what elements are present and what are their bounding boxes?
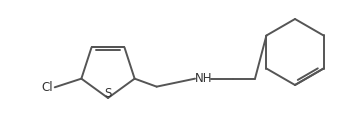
Text: Cl: Cl <box>41 81 53 94</box>
Text: NH: NH <box>195 72 212 85</box>
Text: S: S <box>104 87 112 100</box>
